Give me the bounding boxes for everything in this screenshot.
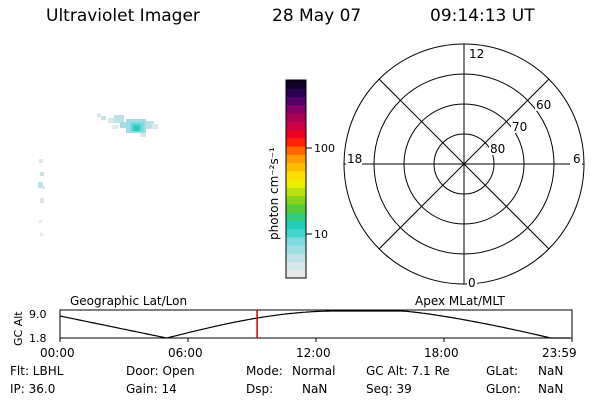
colorbar-segment [286, 154, 306, 164]
gain-label: Gain: 14 [126, 382, 177, 396]
colorbar-segment [286, 113, 306, 122]
colorbar-segment [286, 195, 306, 205]
timeline-left-label: Geographic Lat/Lon [70, 294, 187, 308]
seq-label: Seq: 39 [366, 382, 412, 396]
timeline-y-tick-max: 9.0 [29, 308, 47, 321]
lat-label-bg-70 [511, 119, 529, 133]
colorbar-segment [286, 80, 306, 89]
colorbar-segment [286, 269, 306, 279]
colorbar-segment [286, 203, 306, 213]
instrument-title: Ultraviolet Imager [46, 6, 200, 26]
colorbar-segment [286, 261, 306, 271]
gc-altitude-curve [59, 310, 570, 339]
timeline-x-tick-label: 12:00 [296, 346, 331, 360]
colorbar-unit-label: photon cm⁻²s⁻¹ [267, 147, 281, 240]
timeline-y-axis-label: GC Alt [12, 311, 25, 346]
colorbar-segment [286, 187, 306, 197]
gc-alt-label: GC Alt: 7.1 Re [366, 364, 450, 378]
mlt-label-bg-6 [570, 152, 582, 166]
mlt-label-bg-0 [467, 276, 477, 288]
lat-label-60: 60 [536, 98, 551, 112]
colorbar-segment [286, 162, 306, 172]
colorbar-segment [286, 137, 306, 147]
mlt-label-18: 18 [347, 152, 362, 166]
colorbar-segment [286, 245, 306, 254]
mode-label: Mode: [246, 364, 283, 378]
dsp-value: NaN [302, 382, 328, 396]
colorbar-segment [286, 179, 306, 188]
timeline-x-tick-label: 18:00 [424, 346, 459, 360]
colorbar-segment [286, 220, 306, 230]
glon-value: NaN [538, 382, 564, 396]
colorbar-segment [286, 236, 306, 246]
date-label: 28 May 07 [272, 6, 362, 26]
colorbar-segment [286, 170, 306, 180]
colorbar-segment [286, 121, 306, 131]
lat-label-bg-60 [535, 97, 553, 111]
mlt-label-6: 6 [573, 152, 581, 166]
colorbar-segment [286, 212, 306, 221]
mlt-label-0: 0 [468, 276, 476, 290]
timeline-x-ticks: 00:00 06:00 12:00 18:00 23:59 [40, 338, 577, 360]
timeline-frame [59, 309, 573, 339]
colorbar-tick-label-100: 100 [314, 142, 335, 155]
mlt-label-bg-18 [346, 152, 362, 166]
color-scale-bar [286, 80, 306, 279]
mlt-label-12: 12 [469, 47, 484, 61]
time-label: 09:14:13 UT [430, 6, 535, 26]
door-label: Door: Open [126, 364, 195, 378]
timeline-y-tick-min: 1.8 [29, 332, 47, 345]
colorbar-segment [286, 96, 306, 106]
colorbar-segment [286, 88, 306, 98]
glat-value: NaN [538, 364, 564, 378]
colorbar-segment [286, 146, 306, 155]
mode-value: Normal [292, 364, 336, 378]
color-scale-frame [285, 79, 307, 279]
lat-label-bg-80 [489, 141, 507, 155]
glat-label: GLat: [486, 364, 519, 378]
timeline-x-tick-label: 23:59 [542, 346, 577, 360]
colorbar-segment [286, 228, 306, 238]
polar-diagonal-b [378, 78, 550, 250]
timeline-right-label: Apex MLat/MLT [415, 294, 505, 308]
filter-label: Flt: LBHL [10, 364, 64, 378]
auroral-image [38, 113, 158, 236]
glon-label: GLon: [486, 382, 521, 396]
polar-plot [343, 43, 585, 285]
timeline-x-tick-label: 00:00 [40, 346, 75, 360]
colorbar-tick-label-10: 10 [314, 228, 328, 241]
timeline-x-tick-label: 06:00 [168, 346, 203, 360]
lat-label-70: 70 [512, 120, 527, 134]
dsp-label: Dsp: [246, 382, 274, 396]
colorbar-segment [286, 129, 306, 139]
colorbar-segment [286, 104, 306, 114]
mlt-label-bg-12 [468, 46, 482, 60]
colorbar-segment [286, 253, 306, 263]
ip-label: IP: 36.0 [10, 382, 56, 396]
lat-label-80: 80 [490, 142, 505, 156]
